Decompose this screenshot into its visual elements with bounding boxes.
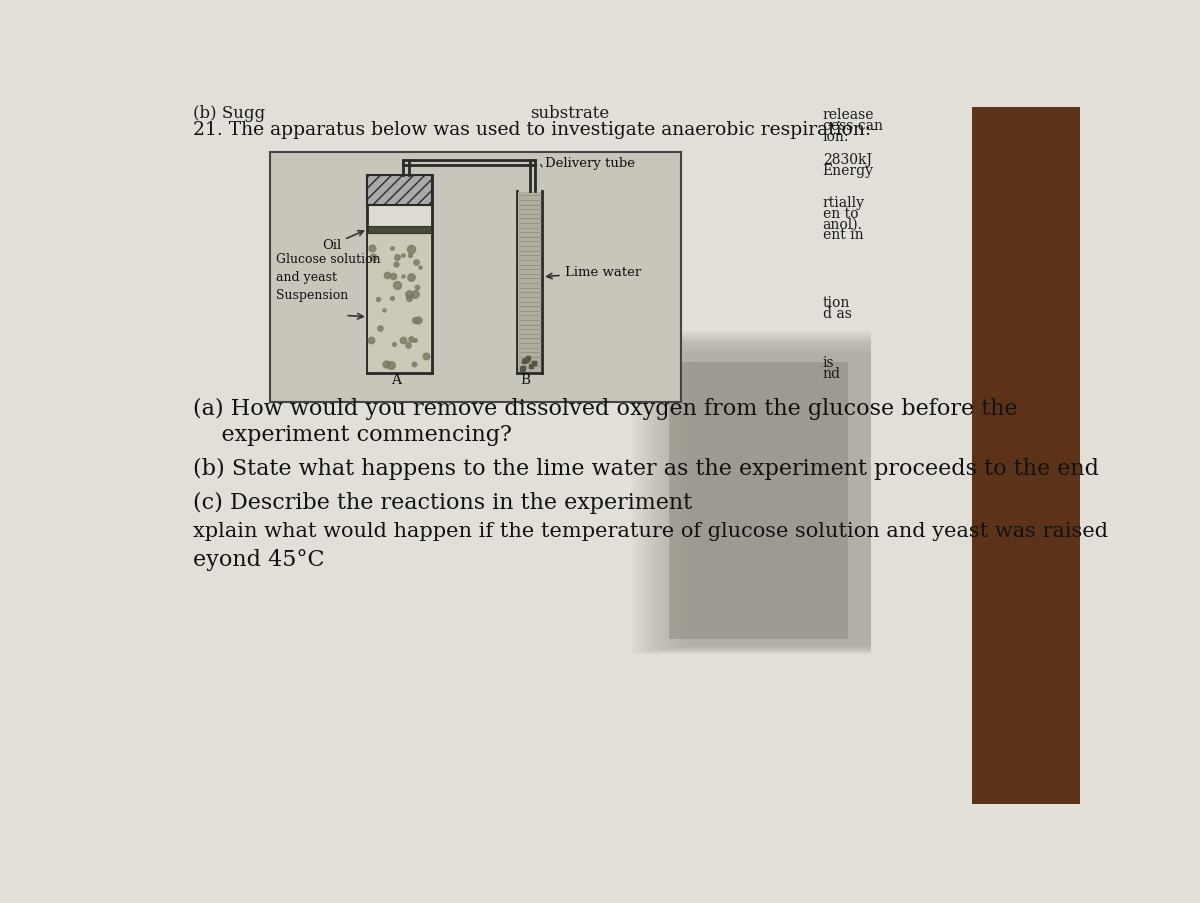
Text: en to: en to — [823, 207, 858, 220]
Bar — [367, 176, 432, 205]
Text: (a) How would you remove dissolved oxygen from the glucose before the: (a) How would you remove dissolved oxyge… — [193, 397, 1018, 420]
Bar — [630, 331, 871, 655]
Bar — [972, 108, 1080, 804]
Bar — [682, 350, 871, 647]
Text: d as: d as — [823, 307, 852, 321]
Text: Glucose solution
and yeast
Suspension: Glucose solution and yeast Suspension — [276, 253, 380, 303]
Bar — [689, 353, 871, 646]
Text: cess can: cess can — [823, 119, 883, 133]
Bar — [678, 349, 871, 647]
Bar — [367, 227, 431, 234]
Text: (c) Describe the reactions in the experiment: (c) Describe the reactions in the experi… — [193, 491, 691, 513]
Bar — [684, 351, 871, 647]
Bar — [641, 335, 871, 653]
Bar — [661, 343, 871, 650]
Text: 21. The apparatus below was used to investigate anaerobic respiration:-: 21. The apparatus below was used to inve… — [193, 121, 877, 139]
Text: Oil: Oil — [322, 231, 364, 252]
Bar — [649, 339, 871, 652]
Bar — [658, 341, 871, 650]
Bar — [367, 234, 431, 373]
Bar — [632, 332, 871, 654]
Text: xplain what would happen if the temperature of glucose solution and yeast was ra: xplain what would happen if the temperat… — [193, 521, 1108, 540]
Bar — [655, 340, 871, 651]
Bar — [670, 346, 871, 648]
Text: rtially: rtially — [823, 196, 865, 209]
Text: 2830kJ: 2830kJ — [823, 153, 871, 167]
Bar — [653, 340, 871, 651]
Bar — [270, 153, 680, 403]
Text: Lime water: Lime water — [547, 266, 641, 279]
Bar — [637, 334, 871, 654]
Text: substrate: substrate — [529, 105, 610, 122]
Bar — [667, 345, 871, 649]
Text: Delivery tube: Delivery tube — [545, 157, 635, 170]
Bar — [652, 340, 871, 651]
Text: release: release — [823, 108, 874, 122]
Bar — [686, 352, 871, 647]
Bar — [643, 336, 871, 653]
Text: anol).: anol). — [823, 218, 863, 231]
Text: A: A — [391, 373, 402, 386]
Bar — [666, 344, 871, 649]
Text: Energy: Energy — [823, 163, 874, 178]
Bar — [664, 344, 871, 649]
Bar — [367, 205, 431, 373]
Bar — [672, 347, 871, 648]
Text: eyond 45°C: eyond 45°C — [193, 548, 324, 570]
Bar — [647, 338, 871, 652]
Text: tion: tion — [823, 296, 850, 310]
Text: ent in: ent in — [823, 228, 863, 242]
Bar — [660, 342, 871, 650]
Bar — [674, 348, 871, 648]
Text: (b) State what happens to the lime water as the experiment proceeds to the end: (b) State what happens to the lime water… — [193, 458, 1099, 479]
Text: (b) Sugg: (b) Sugg — [193, 105, 265, 122]
Text: nd: nd — [823, 367, 841, 380]
Bar — [518, 193, 541, 373]
Bar — [676, 349, 871, 647]
Bar — [644, 337, 871, 652]
Text: experiment commencing?: experiment commencing? — [193, 424, 511, 445]
Bar — [690, 354, 871, 646]
Bar — [635, 333, 871, 654]
Bar — [680, 349, 871, 647]
Bar — [670, 362, 847, 639]
Text: is: is — [823, 356, 834, 370]
Text: B: B — [520, 373, 530, 386]
Text: ion:: ion: — [823, 130, 850, 144]
Bar — [638, 334, 871, 653]
